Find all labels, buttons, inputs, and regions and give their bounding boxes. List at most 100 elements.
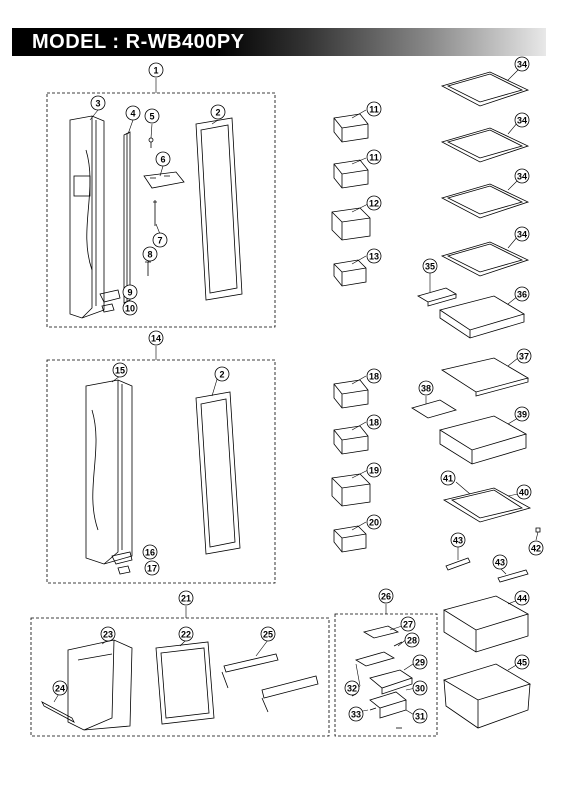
callout-31: 31	[412, 708, 428, 724]
glass-shelf-parts	[440, 71, 530, 277]
callout-18: 18	[366, 414, 382, 430]
vegetable-case-upper-part	[443, 595, 530, 653]
callout-34: 34	[514, 56, 530, 72]
callout-40: 40	[516, 484, 532, 500]
door-gasket-lower-part	[195, 391, 241, 555]
callout-44: 44	[514, 590, 530, 606]
callout-22: 22	[178, 626, 194, 642]
callout-34: 34	[514, 226, 530, 242]
model-title: MODEL : R-WB400PY	[32, 31, 245, 53]
svg-text:31: 31	[415, 712, 425, 722]
ice-tray-spring-part	[393, 641, 403, 647]
svg-text:23: 23	[103, 630, 113, 640]
svg-text:44: 44	[517, 594, 527, 604]
hinge-strip-part	[123, 131, 131, 304]
callout-15: 15	[112, 362, 128, 378]
callout-12: 12	[366, 195, 382, 211]
svg-text:1: 1	[153, 66, 158, 76]
svg-text:5: 5	[149, 112, 154, 122]
callout-2: 2	[214, 366, 230, 382]
callout-10: 10	[122, 300, 138, 316]
callout-20: 20	[366, 514, 382, 530]
callout-16: 16	[142, 544, 158, 560]
svg-text:11: 11	[369, 105, 379, 115]
callout-36: 36	[514, 286, 530, 302]
svg-text:18: 18	[369, 418, 379, 428]
chilled-case-part	[438, 415, 528, 465]
callout-29: 29	[412, 654, 428, 670]
svg-text:45: 45	[517, 658, 527, 668]
svg-text:33: 33	[351, 710, 361, 720]
ice-box-small-part	[369, 691, 407, 719]
ice-tray-lid-part	[362, 625, 400, 639]
callout-8: 8	[142, 246, 158, 262]
svg-text:41: 41	[443, 474, 453, 484]
callout-27: 27	[400, 616, 416, 632]
svg-text:10: 10	[125, 304, 135, 314]
callout-1: 1	[148, 62, 164, 78]
rail-bracket-part-1	[445, 557, 471, 571]
callout-9: 9	[122, 284, 138, 300]
callout-28: 28	[404, 632, 420, 648]
svg-text:4: 4	[130, 109, 135, 119]
svg-text:12: 12	[369, 199, 379, 209]
callout-24: 24	[52, 680, 68, 696]
callout-13: 13	[366, 248, 382, 264]
svg-text:20: 20	[369, 518, 379, 528]
screw-part	[148, 137, 154, 148]
ice-box-part	[369, 669, 413, 695]
rail-bracket-part-2	[497, 569, 529, 583]
callout-25: 25	[260, 626, 276, 642]
rail-stopper-part	[535, 527, 541, 533]
model-header-bar: MODEL : R-WB400PY	[12, 28, 546, 56]
svg-text:34: 34	[517, 60, 527, 70]
svg-text:21: 21	[181, 594, 191, 604]
ice-tray-clip-part	[369, 707, 377, 711]
callout-21: 21	[178, 590, 194, 606]
svg-text:11: 11	[369, 153, 379, 163]
svg-text:30: 30	[415, 684, 425, 694]
chilled-case-frame-part	[442, 487, 532, 523]
fridge-door-part	[85, 379, 133, 565]
door-pocket-parts	[331, 113, 371, 287]
svg-text:42: 42	[531, 544, 541, 554]
svg-text:39: 39	[517, 410, 527, 420]
door-gasket-upper-part	[195, 117, 243, 301]
group-box-drawer	[30, 617, 330, 737]
svg-text:38: 38	[421, 384, 431, 394]
egg-tray-part	[417, 287, 457, 307]
svg-text:34: 34	[517, 116, 527, 126]
svg-text:3: 3	[95, 99, 100, 109]
callout-3: 3	[90, 95, 106, 111]
lower-hinge-part	[99, 289, 121, 303]
svg-text:36: 36	[517, 290, 527, 300]
svg-text:43: 43	[495, 558, 505, 568]
svg-text:16: 16	[145, 548, 155, 558]
drawer-front-part	[67, 639, 133, 731]
callout-23: 23	[100, 626, 116, 642]
drawer-handle-strip-part	[41, 701, 75, 723]
svg-text:37: 37	[519, 352, 529, 362]
fridge-pocket-parts	[331, 379, 371, 553]
svg-text:22: 22	[181, 630, 191, 640]
door-pin-part	[153, 200, 157, 226]
fridge-hinge-cap-part	[117, 565, 131, 575]
callout-2: 2	[210, 104, 226, 120]
svg-text:34: 34	[517, 172, 527, 182]
svg-text:8: 8	[147, 250, 152, 260]
callout-34: 34	[514, 168, 530, 184]
svg-text:18: 18	[369, 372, 379, 382]
callout-38: 38	[418, 380, 434, 396]
callout-39: 39	[514, 406, 530, 422]
svg-text:40: 40	[519, 488, 529, 498]
svg-text:34: 34	[517, 230, 527, 240]
callout-42: 42	[528, 540, 544, 556]
group-box-fridge-door	[46, 359, 276, 584]
hinge-cap-part	[101, 303, 115, 313]
svg-text:25: 25	[263, 630, 273, 640]
callout-6: 6	[155, 151, 171, 167]
svg-text:29: 29	[415, 658, 425, 668]
callout-17: 17	[144, 560, 160, 576]
